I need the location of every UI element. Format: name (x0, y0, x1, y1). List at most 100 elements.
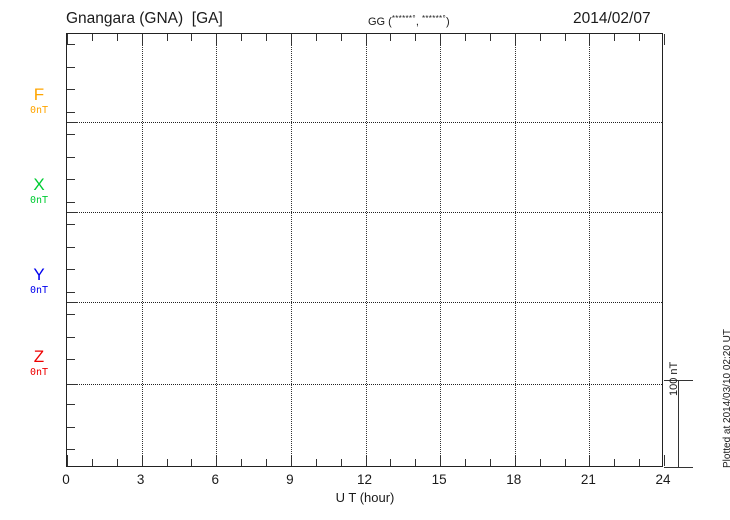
y-axis-minor-tick (67, 337, 75, 338)
x-axis-major-tick (290, 34, 292, 45)
vertical-gridline (589, 34, 591, 466)
x-axis-minor-tick (91, 459, 93, 466)
y-axis-minor-tick (67, 314, 75, 315)
x-axis-minor-tick (191, 34, 193, 41)
y-axis-minor-tick (67, 112, 75, 113)
x-axis-minor-tick (639, 34, 641, 41)
x-axis-major-tick (514, 455, 516, 466)
plot-area (66, 33, 665, 467)
x-axis-minor-tick (614, 459, 616, 466)
coords-prefix: GG ( (368, 16, 392, 28)
component-label-y: Y 0nT (16, 266, 62, 297)
plotted-timestamp: Plotted at 2014/03/10 02:20 UT (722, 329, 730, 468)
component-unit-y: 0nT (29, 285, 49, 296)
y-axis-minor-tick (67, 179, 75, 180)
x-axis-label: 9 (286, 472, 294, 487)
component-unit-z: 0nT (29, 367, 49, 378)
coords-separator: , (415, 16, 422, 28)
x-axis-minor-tick (489, 34, 491, 41)
x-axis-major-tick (216, 455, 218, 466)
x-axis-minor-tick (465, 34, 466, 41)
y-axis-minor-tick (67, 44, 75, 45)
x-axis-label: 18 (506, 472, 522, 487)
x-axis-label: 12 (356, 472, 373, 487)
y-axis-minor-tick (67, 269, 75, 270)
x-axis-minor-tick (191, 459, 193, 466)
x-axis-major-tick (365, 34, 367, 45)
x-axis-minor-tick (415, 459, 417, 466)
x-axis-label: 24 (655, 472, 671, 487)
x-axis-major-tick (589, 455, 591, 466)
x-axis-label: 6 (211, 472, 219, 487)
x-axis-minor-tick (241, 459, 243, 466)
y-axis-minor-tick (67, 89, 75, 90)
scale-bar-bottom-cap (664, 467, 693, 468)
y-axis-minor-tick (67, 202, 75, 203)
y-axis-minor-tick (67, 247, 75, 248)
x-axis-major-tick (67, 34, 68, 45)
vertical-gridline (290, 34, 292, 466)
x-axis-major-tick (365, 455, 367, 466)
x-axis-minor-tick (241, 34, 243, 41)
y-axis-minor-tick (67, 427, 75, 428)
x-axis-label: 15 (431, 472, 447, 487)
x-axis-minor-tick (539, 459, 541, 466)
x-axis-major-tick (514, 34, 516, 45)
x-axis-major-tick (141, 34, 143, 45)
x-axis-minor-tick (116, 34, 118, 41)
y-axis-minor-tick (67, 67, 75, 68)
x-axis-label: 3 (136, 472, 145, 487)
x-axis-minor-tick (266, 34, 267, 41)
x-axis-minor-tick (266, 459, 267, 466)
x-axis-major-tick (589, 34, 591, 45)
x-axis-minor-tick (340, 34, 342, 41)
x-axis-minor-tick (564, 34, 566, 41)
scale-bar-label: 100 nT (668, 361, 680, 396)
x-axis-title: U T (hour) (335, 490, 395, 505)
x-axis-major-tick (664, 455, 665, 466)
x-axis-minor-tick (116, 459, 118, 466)
x-axis-minor-tick (166, 34, 168, 41)
component-unit-x: 0nT (29, 195, 49, 206)
baseline-gridline-y (67, 302, 662, 303)
x-axis-major-tick (440, 455, 442, 466)
y-axis-minor-tick (67, 359, 75, 360)
vertical-gridline (141, 34, 143, 466)
coords-longitude-degree: ° (442, 14, 446, 23)
baseline-gridline-z (67, 384, 662, 385)
component-letter-f: F (33, 85, 45, 104)
y-axis-minor-tick (67, 157, 75, 158)
vertical-gridline (216, 34, 218, 466)
vertical-gridline (440, 34, 442, 466)
x-axis-major-tick (440, 34, 442, 45)
y-axis-major-tick-f (67, 122, 78, 123)
baseline-gridline-f (67, 122, 662, 123)
component-label-z: Z 0nT (16, 348, 62, 379)
y-axis-minor-tick (67, 224, 75, 225)
vertical-gridline (365, 34, 367, 466)
component-letter-x: X (33, 175, 45, 194)
y-axis-minor-tick (67, 134, 75, 135)
station-title: Gnangara (GNA) [GA] (66, 10, 223, 27)
y-axis-minor-tick (67, 449, 75, 450)
y-axis-major-tick-x (67, 212, 78, 213)
x-axis-major-tick (67, 455, 68, 466)
x-axis-major-tick (216, 34, 218, 45)
x-axis-label: 21 (580, 472, 596, 487)
vertical-gridline (514, 34, 516, 466)
x-axis-minor-tick (390, 459, 392, 466)
x-axis-minor-tick (166, 459, 168, 466)
x-axis-minor-tick (614, 34, 616, 41)
x-axis-minor-tick (315, 459, 317, 466)
x-axis-minor-tick (91, 34, 93, 41)
x-axis-minor-tick (564, 459, 566, 466)
geographic-coordinates: GG (******°, ******°) (368, 14, 450, 28)
coords-suffix: ) (445, 16, 450, 28)
component-label-f: F 0nT (16, 86, 62, 117)
x-axis-major-tick (290, 455, 292, 466)
y-axis-minor-tick (67, 292, 75, 293)
x-axis-label: 0 (62, 472, 70, 487)
x-axis-minor-tick (340, 459, 342, 466)
coords-latitude-degree: ° (412, 14, 416, 23)
